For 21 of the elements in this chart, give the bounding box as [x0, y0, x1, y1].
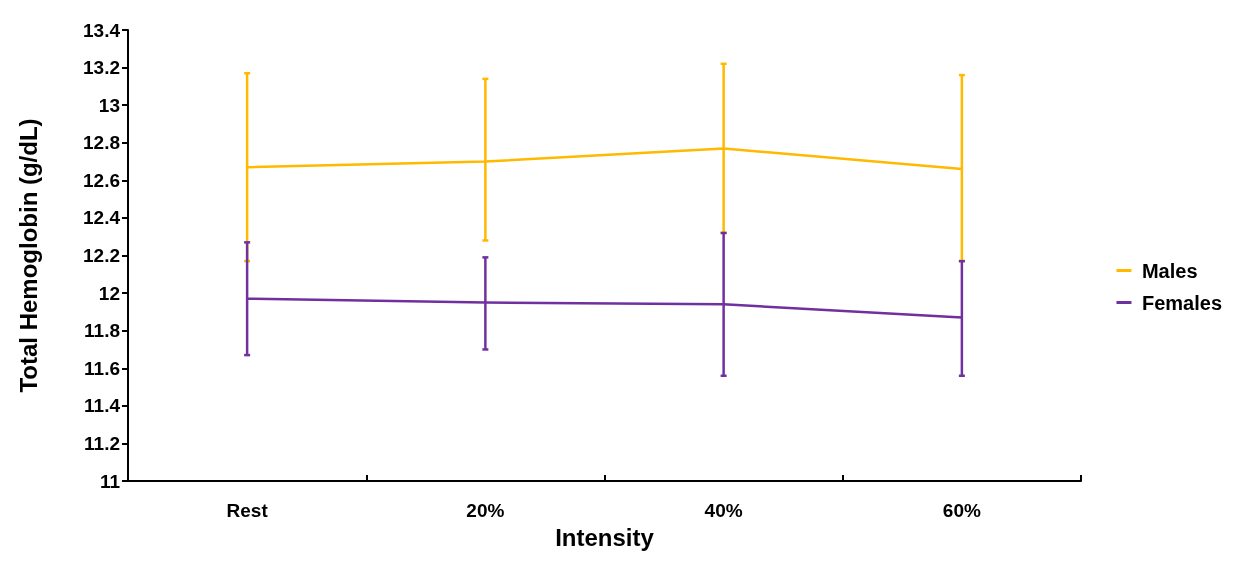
y-tick-label: 12.6	[83, 169, 120, 191]
legend-label: Females	[1141, 291, 1223, 314]
legend-label: Males	[1141, 259, 1198, 282]
y-tick-label: 12.4	[83, 207, 121, 229]
y-tick-label: 11	[99, 470, 121, 492]
y-axis-title: Total Hemoglobin (g/dL)	[14, 118, 42, 393]
x-tick-label: 40%	[704, 500, 743, 521]
y-tick-label: 11.8	[84, 320, 120, 342]
x-tick-label: 20%	[466, 500, 505, 521]
y-tick-label: 11.6	[84, 357, 120, 379]
y-tick-label: 12	[98, 282, 120, 304]
y-tick-label: 13	[98, 94, 120, 116]
y-tick-label: 12.8	[83, 132, 120, 154]
x-tick-label: Rest	[226, 500, 269, 521]
y-tick-label: 13.4	[83, 19, 121, 41]
y-tick-label: 11.2	[84, 432, 120, 454]
y-tick-label: 13.2	[83, 57, 120, 79]
x-axis-title: Intensity	[555, 523, 655, 551]
y-tick-label: 11.4	[84, 395, 121, 417]
y-tick-label: 12.2	[83, 245, 120, 266]
x-tick-label: 60%	[942, 500, 981, 521]
